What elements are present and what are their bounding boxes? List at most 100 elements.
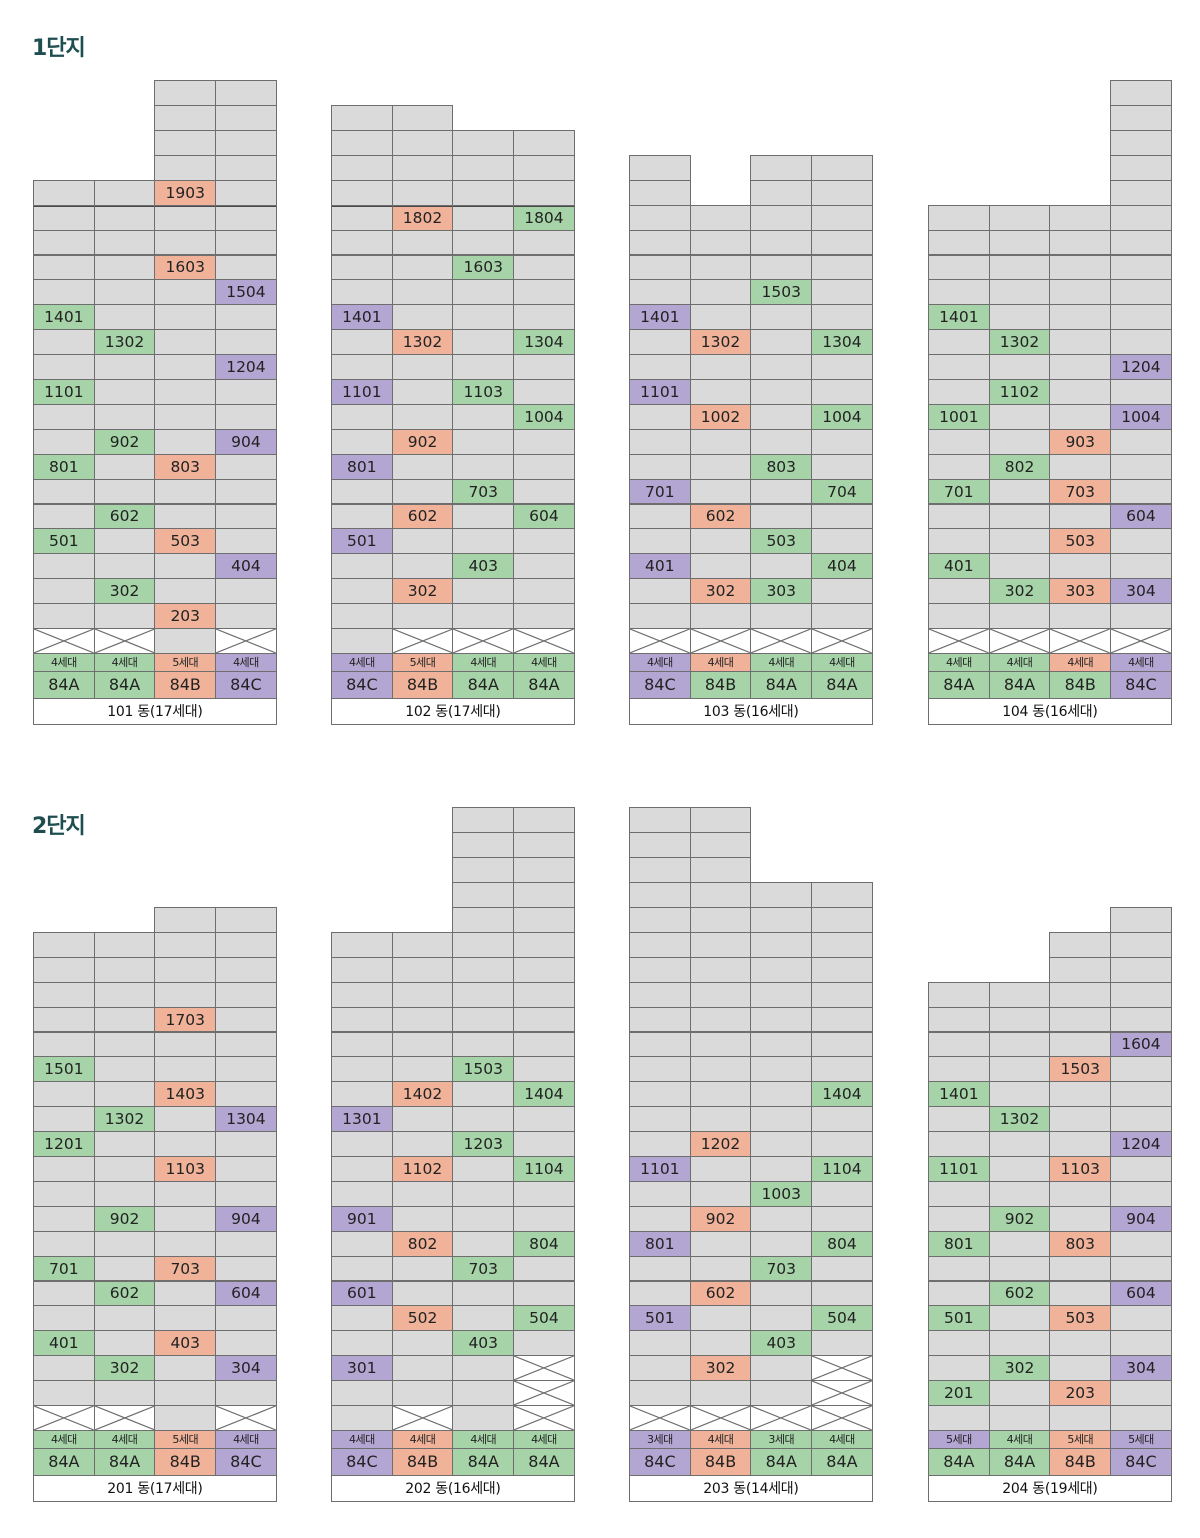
floor-cell bbox=[689, 956, 752, 983]
floor-cell bbox=[154, 478, 217, 505]
floor-cell bbox=[215, 1255, 277, 1282]
piloti-cross-icon bbox=[751, 1406, 811, 1430]
unit-type: 84B bbox=[689, 670, 752, 699]
floor-cell bbox=[629, 603, 691, 629]
unit-cell: 804 bbox=[513, 1230, 575, 1257]
piloti-cross-icon bbox=[691, 629, 751, 653]
unit-count: 4세대 bbox=[331, 652, 393, 672]
floor-cell bbox=[689, 603, 752, 629]
floor-cell bbox=[629, 907, 691, 933]
unit-cell: 503 bbox=[1049, 528, 1112, 555]
unit-count: 4세대 bbox=[811, 1429, 873, 1449]
unit-cell: 902 bbox=[988, 1205, 1051, 1232]
unit-type: 84C bbox=[629, 670, 691, 699]
floor-cell bbox=[93, 1131, 156, 1157]
floor-cell bbox=[750, 329, 813, 356]
floor-cell bbox=[513, 354, 575, 380]
unit-count: 4세대 bbox=[988, 1429, 1051, 1449]
floor-cell bbox=[811, 279, 873, 306]
unit-count: 4세대 bbox=[33, 652, 95, 672]
unit-count: 4세대 bbox=[750, 652, 813, 672]
floor-cell bbox=[93, 1380, 156, 1406]
floor-cell bbox=[988, 204, 1051, 231]
floor-cell bbox=[154, 1380, 217, 1406]
floor-cell bbox=[629, 1131, 691, 1157]
floor-cell bbox=[928, 1180, 990, 1207]
unit-count: 5세대 bbox=[391, 652, 454, 672]
floor-cell bbox=[689, 931, 752, 958]
floor-cell bbox=[154, 354, 217, 380]
floor-cell bbox=[811, 578, 873, 605]
floor-cell bbox=[93, 379, 156, 405]
floor-cell bbox=[1110, 931, 1172, 958]
floor-cell bbox=[93, 1081, 156, 1108]
unit-type: 84B bbox=[689, 1447, 752, 1476]
floor-cell bbox=[154, 379, 217, 405]
floor-cell bbox=[513, 1006, 575, 1033]
floor-cell bbox=[391, 1131, 454, 1157]
floor-cell bbox=[689, 981, 752, 1008]
piloti-cell bbox=[689, 1405, 752, 1431]
floor-cell bbox=[331, 603, 393, 629]
floor-cell bbox=[215, 154, 277, 181]
floor-cell bbox=[629, 1180, 691, 1207]
floor-cell bbox=[452, 1081, 515, 1108]
floor-cell bbox=[750, 981, 813, 1008]
floor-cell bbox=[452, 1280, 515, 1307]
unit-count: 4세대 bbox=[93, 1429, 156, 1449]
floor-cell bbox=[513, 528, 575, 555]
floor-cell bbox=[1049, 1280, 1112, 1307]
piloti-cell bbox=[93, 1405, 156, 1431]
floor-cell bbox=[33, 403, 95, 430]
floor-cell bbox=[811, 1280, 873, 1307]
floor-cell bbox=[452, 279, 515, 306]
unit-cell: 1302 bbox=[391, 329, 454, 356]
floor-cell bbox=[391, 453, 454, 480]
floor-cell bbox=[629, 882, 691, 908]
building-label: 101 동(17세대) bbox=[33, 697, 277, 725]
unit-cell: 1204 bbox=[1110, 1131, 1172, 1157]
floor-cell bbox=[513, 578, 575, 605]
unit-cell: 902 bbox=[689, 1205, 752, 1232]
floor-cell bbox=[811, 254, 873, 281]
piloti-cross-icon bbox=[514, 1381, 574, 1405]
piloti-cross-icon bbox=[1111, 629, 1171, 653]
floor-cell bbox=[215, 1180, 277, 1207]
floor-cell bbox=[750, 478, 813, 505]
floor-cell bbox=[154, 1280, 217, 1307]
floor-cell bbox=[154, 503, 217, 530]
floor-cell bbox=[988, 428, 1051, 455]
floor-cell bbox=[689, 807, 752, 834]
floor-cell bbox=[513, 304, 575, 331]
floor-cell bbox=[629, 528, 691, 555]
floor-cell bbox=[93, 1156, 156, 1182]
floor-cell bbox=[391, 1330, 454, 1357]
unit-cell: 1103 bbox=[1049, 1156, 1112, 1182]
floor-cell bbox=[689, 1330, 752, 1357]
floor-cell bbox=[331, 931, 393, 958]
floor-cell bbox=[1110, 179, 1172, 206]
piloti-cross-icon bbox=[34, 629, 94, 653]
floor-cell bbox=[215, 956, 277, 983]
floor-cell bbox=[928, 1405, 990, 1431]
floor-cell bbox=[331, 1230, 393, 1257]
floor-cell bbox=[689, 304, 752, 331]
floor-cell bbox=[689, 882, 752, 908]
floor-cell bbox=[331, 329, 393, 356]
unit-cell: 201 bbox=[928, 1380, 990, 1406]
floor-cell bbox=[1110, 304, 1172, 331]
unit-type: 84B bbox=[391, 1447, 454, 1476]
floor-cell bbox=[331, 403, 393, 430]
floor-cell bbox=[452, 882, 515, 908]
floor-cell bbox=[452, 603, 515, 629]
floor-cell bbox=[391, 1355, 454, 1382]
floor-cell bbox=[331, 1405, 393, 1431]
floor-cell bbox=[988, 229, 1051, 256]
floor-cell bbox=[33, 1106, 95, 1133]
unit-count: 4세대 bbox=[629, 652, 691, 672]
floor-cell bbox=[513, 553, 575, 580]
floor-cell bbox=[513, 1280, 575, 1307]
floor-cell bbox=[811, 1106, 873, 1133]
unit-count: 4세대 bbox=[811, 652, 873, 672]
floor-cell bbox=[1049, 1106, 1112, 1133]
